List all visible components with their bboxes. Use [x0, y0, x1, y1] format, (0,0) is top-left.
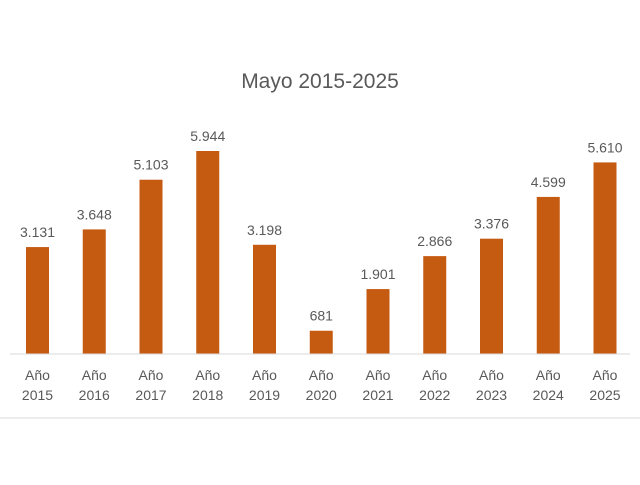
bar-2021	[366, 289, 390, 354]
bar-2023	[480, 238, 503, 354]
value-label-2017: 5.103	[133, 157, 168, 173]
category-label-2020: Año 2020	[306, 367, 337, 403]
bar-2015	[26, 247, 49, 354]
value-label-2023: 3.376	[474, 216, 509, 232]
value-label-2024: 4.599	[531, 174, 566, 190]
value-labels-layer: 3.131 3.648 5.103 5.944 3.198 681 1.901 2.866 3.…	[20, 128, 623, 324]
bar-2018	[196, 151, 220, 354]
category-label-2021: Año 2021	[362, 367, 393, 403]
value-label-2022: 2.866	[417, 233, 452, 249]
value-label-2018: 5.944	[190, 128, 225, 144]
category-label-2024: Año 2024	[533, 367, 564, 403]
bar-2025	[593, 162, 617, 354]
value-label-2021: 1.901	[360, 266, 395, 282]
value-label-2020: 681	[310, 308, 334, 324]
category-label-2023: Año 2023	[476, 367, 507, 403]
value-label-2025: 5.610	[587, 139, 622, 155]
bar-2022	[423, 256, 447, 354]
category-label-2017: Año 2017	[135, 367, 166, 403]
value-label-2016: 3.648	[77, 206, 112, 222]
bar-2017	[139, 179, 163, 354]
value-label-2019: 3.198	[247, 222, 282, 238]
value-label-2015: 3.131	[20, 224, 55, 240]
bars-layer	[26, 151, 617, 354]
category-label-2022: Año 2022	[419, 367, 450, 403]
bar-2020	[309, 330, 333, 354]
category-labels-layer: Año 2015 Año 2016 Año 2017 Año 2018 Año 2019 Año 20…	[22, 367, 621, 403]
category-label-2015: Año 2015	[22, 367, 53, 403]
bar-2016	[82, 229, 106, 354]
category-label-2016: Año 2016	[79, 367, 110, 403]
category-label-2018: Año 2018	[192, 367, 223, 403]
bar-2024	[536, 196, 560, 354]
category-label-2025: Año 2025	[589, 367, 620, 403]
category-label-2019: Año 2019	[249, 367, 280, 403]
bar-2019	[253, 244, 276, 354]
chart-title: Mayo 2015-2025	[241, 70, 399, 93]
